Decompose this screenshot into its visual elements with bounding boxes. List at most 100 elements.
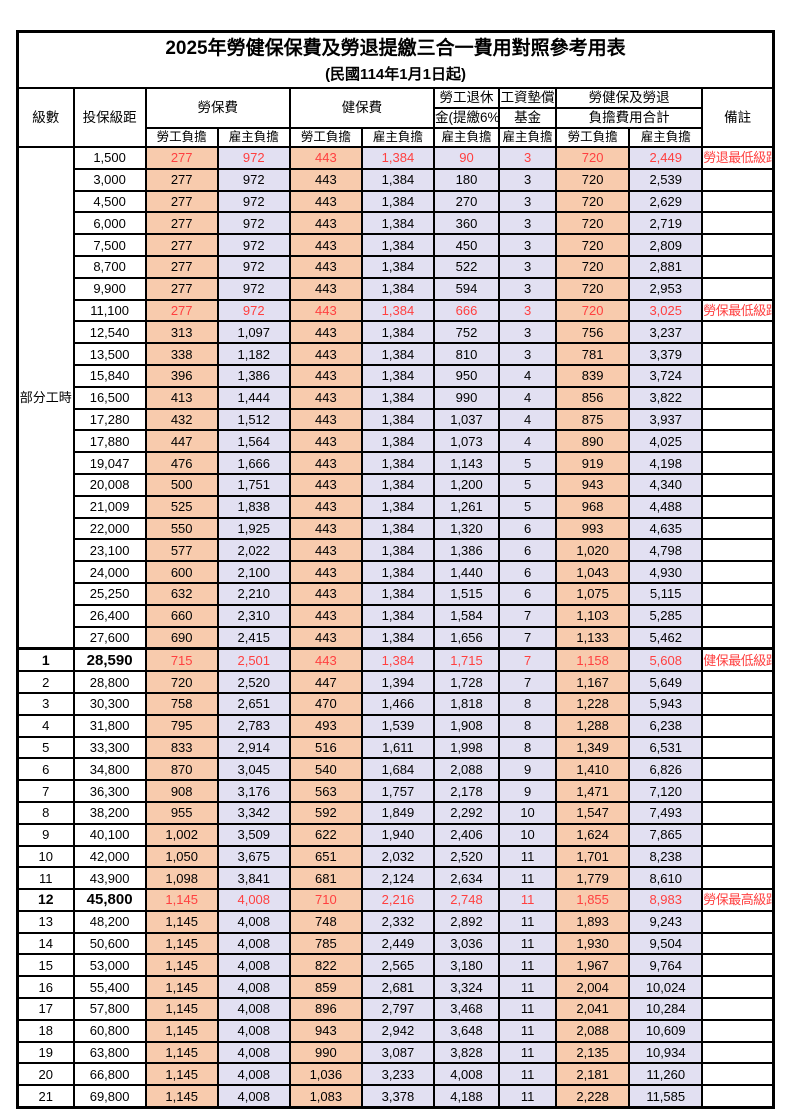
- level-cell: 21: [16, 1084, 75, 1109]
- total-employee-cell: 2,181: [555, 1062, 631, 1087]
- labor-employer-cell: 972: [216, 233, 291, 257]
- table-row: 17 57,800 1,145 4,008 896 2,797 3,468 11 2,041 10…: [16, 997, 775, 1021]
- wage-fund-employer-cell: 3: [498, 254, 558, 279]
- level-cell: 8: [16, 800, 75, 825]
- pension-employer-cell: 1,143: [432, 451, 501, 475]
- pension-employer-cell: 752: [432, 320, 501, 345]
- table-row: 8 38,200 955 3,342 592 1,849 2,292 10 1,547 7,493: [16, 800, 775, 825]
- total-employer-cell: 4,798: [628, 538, 704, 563]
- header-row-1: 級數 投保級距 勞保費 健保費 勞工退休 工資墊償 勞健保及勞退 備註: [16, 87, 775, 148]
- health-employer-cell: 2,032: [360, 844, 435, 869]
- wage-fund-employer-cell: 10: [498, 822, 558, 847]
- remark-cell: [701, 625, 775, 650]
- labor-employer-cell: 2,310: [216, 603, 291, 628]
- bracket-cell: 19,047: [72, 451, 147, 475]
- bracket-cell: 22,000: [72, 516, 147, 541]
- health-employer-cell: 1,384: [360, 451, 435, 475]
- header-remark: 備註: [701, 87, 775, 148]
- health-employee-cell: 622: [288, 822, 363, 847]
- remark-cell: [701, 472, 775, 497]
- table-row: 21,009 525 1,838 443 1,384 1,261 5 968 4,488: [18, 494, 775, 519]
- remark-cell: [701, 167, 775, 192]
- labor-employee-cell: 277: [144, 276, 219, 301]
- bracket-cell: 26,400: [72, 603, 147, 628]
- table-row: 16 55,400 1,145 4,008 859 2,681 3,324 11 2,004 10…: [16, 975, 775, 1000]
- health-employee-cell: 447: [288, 670, 363, 694]
- health-employer-cell: 1,384: [360, 603, 435, 628]
- total-employer-cell: 6,238: [628, 713, 704, 738]
- wage-fund-employer-cell: 11: [498, 997, 558, 1021]
- wage-fund-employer-cell: 5: [498, 451, 558, 475]
- pension-employer-cell: 950: [432, 363, 501, 388]
- remark-cell: [701, 494, 775, 519]
- labor-employer-cell: 1,666: [216, 451, 291, 475]
- total-employee-cell: 781: [555, 342, 631, 366]
- total-employee-cell: 993: [555, 516, 631, 541]
- labor-employee-cell: 277: [144, 189, 219, 214]
- pension-employer-cell: 1,728: [432, 670, 501, 694]
- wage-fund-employer-cell: 5: [498, 472, 558, 497]
- labor-employer-cell: 3,675: [216, 844, 291, 869]
- remark-cell: [701, 822, 775, 847]
- health-employee-cell: 651: [288, 844, 363, 869]
- health-employee-cell: 896: [288, 997, 363, 1021]
- labor-employer-cell: 972: [216, 146, 291, 170]
- health-employee-cell: 443: [288, 429, 363, 454]
- health-employer-cell: 1,384: [360, 167, 435, 192]
- header-health-insurance: 健保費: [288, 87, 435, 129]
- remark-cell: [701, 779, 775, 803]
- labor-employer-cell: 3,509: [216, 822, 291, 847]
- wage-fund-employer-cell: 7: [498, 647, 558, 673]
- table-row: 25,250 632 2,210 443 1,384 1,515 6 1,075 5,115: [18, 581, 775, 606]
- remark-cell: [701, 603, 775, 628]
- total-employer-cell: 3,237: [628, 320, 704, 345]
- total-employee-cell: 1,228: [555, 691, 631, 716]
- labor-employee-cell: 550: [144, 516, 219, 541]
- labor-employer-cell: 4,008: [216, 1018, 291, 1043]
- labor-employee-cell: 1,145: [144, 997, 219, 1021]
- wage-fund-employer-cell: 11: [498, 953, 558, 978]
- pension-employer-cell: 3,036: [432, 931, 501, 956]
- labor-employer-cell: 2,783: [216, 713, 291, 738]
- total-employer-cell: 4,930: [628, 560, 704, 584]
- remark-cell: [701, 516, 775, 541]
- level-cell: 11: [16, 866, 75, 891]
- health-employer-cell: 1,757: [360, 779, 435, 803]
- subheader-wage-fund-employer: 雇主負擔: [498, 127, 558, 148]
- wage-fund-employer-cell: 3: [498, 189, 558, 214]
- bracket-cell: 38,200: [72, 800, 147, 825]
- bracket-cell: 63,800: [72, 1040, 147, 1065]
- total-employee-cell: 1,133: [555, 625, 631, 650]
- bracket-cell: 28,590: [72, 647, 147, 673]
- title-row: 2025年勞健保保費及勞退提繳三合一費用對照參考用表 (民國114年1月1日起): [16, 30, 775, 89]
- table-row: 11 43,900 1,098 3,841 681 2,124 2,634 11 1,779 8,…: [16, 866, 775, 891]
- labor-employer-cell: 972: [216, 167, 291, 192]
- total-employee-cell: 1,624: [555, 822, 631, 847]
- labor-employee-cell: 476: [144, 451, 219, 475]
- pension-employer-cell: 810: [432, 342, 501, 366]
- bracket-cell: 53,000: [72, 953, 147, 978]
- health-employer-cell: 3,087: [360, 1040, 435, 1065]
- remark-cell: [701, 320, 775, 345]
- table-row: 19,047 476 1,666 443 1,384 1,143 5 919 4,198: [18, 451, 775, 475]
- pension-employer-cell: 1,037: [432, 407, 501, 432]
- table-row: 3,000 277 972 443 1,384 180 3 720 2,539: [18, 167, 775, 192]
- total-employer-cell: 2,449: [628, 146, 704, 170]
- health-employer-cell: 1,394: [360, 670, 435, 694]
- remark-cell: [701, 1062, 775, 1087]
- total-employee-cell: 720: [555, 298, 631, 323]
- health-employer-cell: 1,384: [360, 363, 435, 388]
- health-employer-cell: 1,384: [360, 233, 435, 257]
- bracket-cell: 8,700: [72, 254, 147, 279]
- subheader-pension-employer: 雇主負擔: [432, 127, 501, 148]
- table-row: 22,000 550 1,925 443 1,384 1,320 6 993 4,635: [18, 516, 775, 541]
- total-employer-cell: 3,025: [628, 298, 704, 323]
- bracket-cell: 48,200: [72, 909, 147, 934]
- pension-employer-cell: 3,468: [432, 997, 501, 1021]
- header-bracket: 投保級距: [72, 87, 147, 148]
- labor-employer-cell: 4,008: [216, 909, 291, 934]
- pension-employer-cell: 522: [432, 254, 501, 279]
- header-wage-fund-line1: 工資墊償: [498, 87, 558, 109]
- total-employer-cell: 5,943: [628, 691, 704, 716]
